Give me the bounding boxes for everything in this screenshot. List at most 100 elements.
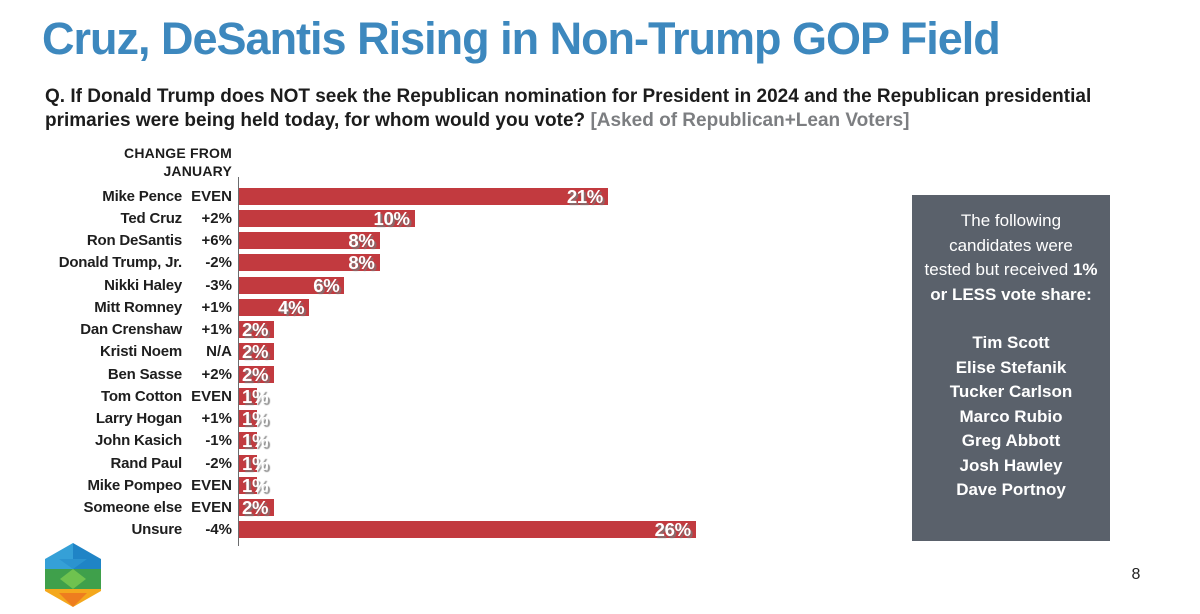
hexagon-cube-logo-icon: [45, 543, 101, 607]
chart-row: Unsure -4% 26%: [55, 519, 915, 541]
bar: 21%: [239, 185, 608, 207]
change-from-january-label: -3%: [205, 276, 232, 294]
bar-cell: 8%: [239, 252, 915, 274]
bar-value-label: 1%: [242, 474, 269, 496]
bar: 1%: [239, 454, 268, 472]
bar-value-label: 1%: [242, 430, 269, 452]
panel-intro-text: The following candidates were tested but…: [924, 211, 1073, 279]
change-from-january-label: +1%: [201, 298, 232, 316]
bar: 26%: [239, 519, 696, 541]
candidate-label: Mike Pence: [102, 187, 182, 205]
bar-value-label: 6%: [313, 274, 340, 296]
chart-row: Mike Pompeo EVEN 1%: [55, 474, 915, 496]
chart-row: Tom Cotton EVEN 1%: [55, 385, 915, 407]
chart-row: Kristi Noem N/A 2%: [55, 341, 915, 363]
bar-value-label: 8%: [348, 252, 375, 274]
change-column-header-line1: CHANGE FROM: [124, 145, 232, 161]
chart-row: Mike Pence EVEN 21%: [55, 185, 915, 207]
candidate-label: Mitt Romney: [94, 298, 182, 316]
bar-value-label: 1%: [242, 408, 269, 430]
bar-value-label: 2%: [242, 341, 269, 363]
change-from-january-label: EVEN: [191, 387, 232, 405]
panel-candidate-name: Dave Portnoy: [956, 480, 1066, 499]
candidate-label: Ted Cruz: [120, 209, 183, 227]
candidate-label: Mike Pompeo: [87, 476, 183, 494]
bar-cell: 1%: [239, 408, 915, 430]
chart-row: John Kasich -1% 1%: [55, 430, 915, 452]
change-column-header-line2: JANUARY: [163, 162, 232, 179]
chart-row: Nikki Haley -3% 6%: [55, 274, 915, 296]
change-from-january-label: +1%: [201, 321, 232, 339]
change-from-january-label: +1%: [201, 410, 232, 428]
change-from-january-label: N/A: [206, 343, 232, 361]
bar-cell: 26%: [239, 519, 915, 541]
bar-cell: 2%: [239, 341, 915, 363]
bar-cell: 21%: [239, 185, 915, 207]
candidate-label: Unsure: [131, 521, 183, 539]
bar: 8%: [239, 230, 380, 252]
panel-candidate-name: Marco Rubio: [959, 406, 1063, 426]
chart-row: Someone else EVEN 2%: [55, 497, 915, 519]
chart-rows: Mike Pence EVEN 21% Ted Cruz +2% 10% Ron DeSan…: [55, 185, 915, 541]
change-from-january-label: -1%: [205, 432, 232, 450]
candidate-label: Rand Paul: [110, 454, 182, 472]
candidate-label: Nikki Haley: [104, 276, 182, 294]
bar-value-label: 10%: [373, 207, 410, 229]
bar-value-label: 26%: [654, 519, 691, 541]
chart-row: Ron DeSantis +6% 8%: [55, 230, 915, 252]
bar-cell: 1%: [239, 385, 915, 407]
bar-value-label: 2%: [242, 363, 269, 385]
bar: 8%: [239, 252, 380, 274]
panel-intro-bold-text: 1% or LESS vote share:: [930, 260, 1098, 304]
change-from-january-label: -4%: [205, 521, 232, 539]
candidate-label: Tom Cotton: [100, 387, 182, 405]
bar-value-label: 8%: [348, 230, 375, 252]
bar-cell: 2%: [239, 319, 915, 341]
chart-row: Ted Cruz +2% 10%: [55, 207, 915, 229]
y-axis-line: [238, 177, 239, 546]
panel-candidate-name: Josh Hawley: [959, 455, 1063, 475]
question-main: Q. If Donald Trump does NOT seek the Rep…: [45, 86, 1092, 131]
bar-value-label: 4%: [278, 296, 305, 318]
change-from-january-label: EVEN: [191, 499, 232, 517]
chart-row: Rand Paul -2% 1%: [55, 452, 915, 474]
chart-row: Larry Hogan +1% 1%: [55, 408, 915, 430]
change-from-january-label: EVEN: [191, 476, 232, 494]
panel-candidate-name: Elise Stefanik: [955, 357, 1067, 377]
bar: 6%: [239, 274, 345, 296]
chart-row: Mitt Romney +1% 4%: [55, 296, 915, 318]
bar-cell: 2%: [239, 363, 915, 385]
bar-value-label: 21%: [566, 185, 603, 207]
bar-cell: 10%: [239, 207, 915, 229]
bar-cell: 6%: [239, 274, 915, 296]
candidate-label: Ron DeSantis: [86, 232, 182, 250]
bar-value-label: 1%: [242, 452, 269, 474]
bar: 2%: [239, 341, 275, 363]
panel-candidate-name: Greg Abbott: [961, 431, 1061, 450]
change-column-header: CHANGE FROM JANUARY: [55, 145, 232, 180]
bar: 2%: [239, 319, 275, 341]
change-from-january-label: +2%: [201, 209, 232, 227]
bar: 2%: [239, 497, 275, 519]
bar: 4%: [239, 296, 310, 318]
bar-value-label: 1%: [242, 385, 269, 407]
panel-candidate-name: Tim Scott: [972, 333, 1050, 352]
bar-chart: CHANGE FROM JANUARY Mike Pence EVEN 21% Ted…: [55, 143, 915, 553]
question-text: Q. If Donald Trump does NOT seek the Rep…: [45, 85, 1105, 133]
candidate-label: Larry Hogan: [95, 410, 182, 428]
slide-title: Cruz, DeSantis Rising in Non-Trump GOP F…: [42, 13, 1001, 64]
candidate-label: Dan Crenshaw: [80, 321, 182, 339]
bar-cell: 8%: [239, 230, 915, 252]
bar: 1%: [239, 432, 268, 450]
bar-cell: 4%: [239, 296, 915, 318]
candidate-label: Donald Trump, Jr.: [58, 254, 182, 272]
change-from-january-label: +2%: [201, 365, 232, 383]
bar-cell: 1%: [239, 474, 915, 496]
bar-cell: 1%: [239, 432, 915, 450]
change-from-january-label: +6%: [201, 232, 232, 250]
bar-cell: 2%: [239, 497, 915, 519]
bar-value-label: 2%: [242, 497, 269, 519]
bar-value-label: 2%: [242, 319, 269, 341]
chart-row: Ben Sasse +2% 2%: [55, 363, 915, 385]
